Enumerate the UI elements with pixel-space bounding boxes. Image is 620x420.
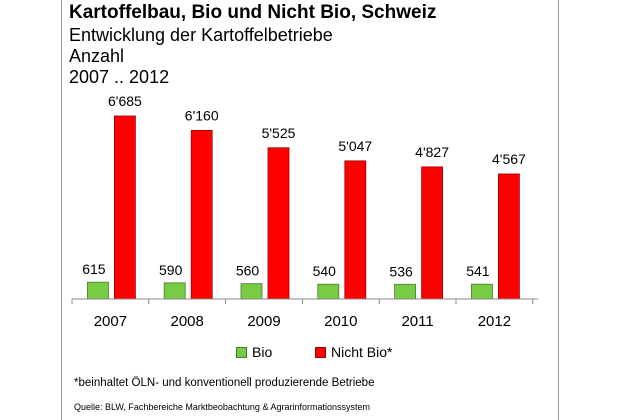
bar-bio-2011 [394, 283, 417, 300]
chart-subtitle: Entwicklung der Kartoffelbetriebe [69, 25, 333, 45]
bar-bio-2008 [163, 282, 186, 300]
bar-nicht-bio-2007 [114, 115, 136, 300]
data-label-bio-2009: 560 [236, 263, 260, 279]
chart-title: Kartoffelbau, Bio und Nicht Bio, Schweiz [69, 2, 437, 23]
bar-bio-2010 [317, 283, 340, 300]
legend-swatch-nicht-bio [315, 346, 326, 358]
data-label-bio-2008: 590 [159, 262, 183, 278]
x-tick-label-2007: 2007 [94, 313, 127, 330]
data-label-nicht-bio-2008: 6'160 [185, 107, 219, 123]
bar-nicht-bio-2009 [267, 147, 290, 300]
x-tick-label-2012: 2012 [478, 313, 511, 330]
source-note: Quelle: BLW, Fachbereiche Marktbeobachtu… [74, 402, 370, 412]
x-tick-label-2008: 2008 [171, 313, 204, 330]
data-label-bio-2010: 540 [313, 263, 337, 279]
bar-nicht-bio-2008 [190, 129, 213, 300]
data-label-nicht-bio-2011: 4'827 [415, 144, 449, 160]
footnote: *beinhaltet ÖLN- und konventionell produ… [74, 377, 375, 389]
data-label-bio-2012: 541 [466, 263, 490, 279]
legend-label-bio: Bio [252, 344, 273, 360]
legend-item-nicht-bio: Nicht Bio* [315, 344, 392, 360]
bar-bio-2007 [87, 281, 109, 300]
frame-left-line [61, 0, 62, 420]
data-label-nicht-bio-2009: 5'525 [262, 125, 296, 141]
bar-nicht-bio-2011 [421, 166, 444, 300]
legend-label-nicht-bio: Nicht Bio* [331, 344, 393, 360]
x-tick-label-2009: 2009 [247, 313, 280, 330]
data-label-nicht-bio-2007: 6'685 [108, 93, 142, 109]
x-tick-label-2011: 2011 [401, 313, 433, 330]
bar-nicht-bio-2012 [497, 173, 520, 300]
bar-nicht-bio-2010 [344, 160, 367, 300]
frame-right-line [558, 0, 559, 420]
legend: Bio Nicht Bio* [0, 344, 620, 364]
bar-bio-2009 [240, 283, 263, 300]
legend-item-bio: Bio [236, 344, 272, 360]
chart-unit: Anzahl [69, 46, 125, 66]
data-label-nicht-bio-2012: 4'567 [492, 151, 526, 167]
data-label-nicht-bio-2010: 5'047 [338, 138, 372, 154]
x-tick-label-2010: 2010 [324, 313, 357, 330]
legend-swatch-bio [236, 346, 247, 358]
bar-bio-2012 [470, 283, 493, 300]
chart-period: 2007 .. 2012 [69, 67, 170, 87]
data-label-bio-2011: 536 [389, 263, 413, 279]
data-label-bio-2007: 615 [82, 261, 106, 277]
